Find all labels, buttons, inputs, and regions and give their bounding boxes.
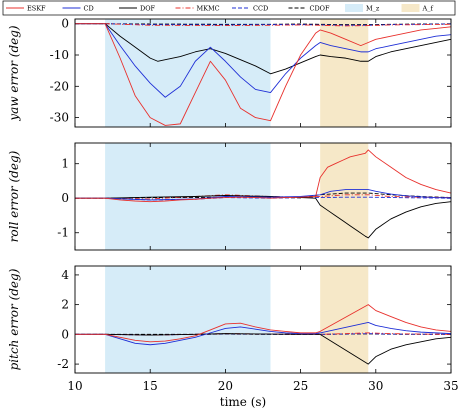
y-axis-label: yaw error (deg) — [7, 25, 21, 122]
legend-item: A_f — [401, 4, 434, 13]
shaded-region-1 — [105, 266, 271, 373]
legend-label: MKMC — [197, 5, 220, 13]
y-tick-label: -20 — [50, 79, 69, 93]
legend-box — [2, 0, 456, 16]
series-line-eskf — [75, 23, 452, 126]
shaded-region-2 — [320, 143, 369, 250]
y-tick-label: 4 — [61, 268, 69, 282]
legend-swatch — [401, 4, 420, 12]
series-line-dof — [75, 195, 452, 239]
legend-item: CCD — [232, 5, 268, 13]
y-tick-label: -30 — [50, 111, 69, 125]
legend: ESKF CD DOF MKMC CCD CDOF M_z A_f — [2, 0, 456, 16]
legend-label: A_f — [422, 5, 434, 13]
y-tick-label: 0 — [61, 191, 69, 205]
legend-item: CD — [62, 5, 94, 13]
series-line-cd — [75, 23, 452, 98]
series-line-cd — [75, 189, 452, 201]
y-tick-label: 1 — [61, 157, 69, 171]
series-line-dof — [75, 23, 452, 75]
legend-item: ESKF — [6, 5, 46, 13]
series-line-mkmc — [75, 23, 452, 27]
x-tick-label: 15 — [143, 379, 158, 393]
x-tick-label: 20 — [218, 379, 233, 393]
legend-item: DOF — [119, 5, 156, 13]
legend-item: M_z — [345, 4, 380, 13]
series-line-eskf — [75, 149, 452, 203]
y-axis-label: pitch error (deg) — [7, 268, 21, 370]
shaded-region-2 — [320, 19, 369, 127]
x-tick-label: 30 — [368, 379, 383, 393]
y-tick-label: -10 — [50, 48, 69, 62]
x-tick-label: 35 — [443, 379, 458, 393]
series-line-cd — [75, 322, 452, 346]
legend-label: M_z — [366, 5, 380, 13]
y-tick-label: -2 — [57, 357, 69, 371]
plot-frame — [74, 18, 452, 128]
legend-label: DOF — [140, 5, 156, 13]
legend-label: CCD — [253, 5, 268, 13]
plot-frame — [74, 142, 452, 251]
panel-1: 0 -10 -20 -30 yaw error (deg) — [7, 17, 452, 128]
series-line-dof — [75, 333, 452, 365]
plot-frame — [74, 265, 452, 374]
x-tick-label: 25 — [293, 379, 308, 393]
legend-item: CDOF — [288, 5, 331, 13]
y-axis-label: roll error (deg) — [7, 150, 21, 242]
legend-label: CDOF — [310, 5, 331, 13]
shared-x-axis: 10 15 20 25 30 35 — [67, 379, 458, 393]
panel-3: 4 2 0 -2 pitch error (deg) — [7, 265, 452, 374]
legend-swatch — [345, 4, 363, 12]
legend-label: CD — [84, 5, 94, 13]
legend-item: MKMC — [175, 5, 220, 13]
panel-2: 1 0 -1 roll error (deg) — [7, 142, 452, 251]
x-tick-label: 10 — [67, 379, 82, 393]
series-line-eskf — [75, 304, 452, 343]
shaded-region-2 — [320, 266, 369, 373]
y-tick-label: -1 — [57, 226, 69, 240]
y-tick-label: 0 — [61, 17, 69, 31]
y-tick-label: 0 — [61, 327, 69, 341]
legend-label: ESKF — [27, 5, 46, 13]
x-axis-label: time (s) — [220, 395, 266, 409]
y-tick-label: 2 — [61, 298, 69, 312]
